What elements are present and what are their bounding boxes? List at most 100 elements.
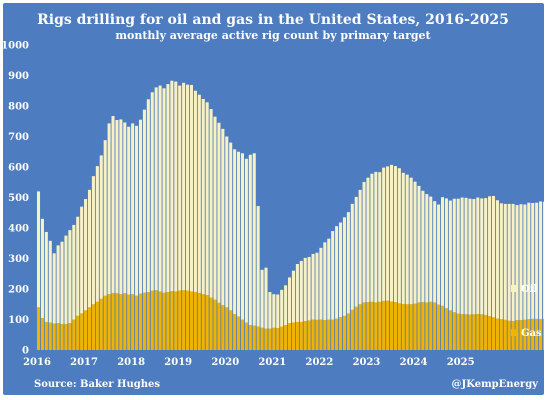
gas-bar bbox=[374, 302, 378, 350]
oil-bar bbox=[480, 198, 484, 315]
oil-bar bbox=[154, 87, 158, 291]
chart-subtitle: monthly average active rig count by prim… bbox=[115, 29, 431, 42]
oil-bar bbox=[448, 200, 452, 311]
oil-bar bbox=[350, 203, 354, 310]
x-tick-label: 2022 bbox=[306, 357, 334, 368]
oil-bar bbox=[229, 142, 233, 311]
gas-bar bbox=[217, 302, 221, 350]
oil-bar bbox=[433, 201, 437, 303]
oil-bar bbox=[138, 119, 143, 294]
oil-bar bbox=[162, 88, 166, 293]
gas-bar bbox=[174, 291, 178, 350]
gas-bar bbox=[138, 293, 143, 350]
oil-bar bbox=[209, 109, 213, 298]
y-tick-label: 400 bbox=[8, 224, 29, 235]
chart-title: Rigs drilling for oil and gas in the Uni… bbox=[37, 12, 509, 28]
gas-bar bbox=[186, 290, 190, 350]
gas-bar bbox=[417, 302, 421, 350]
gas-bar bbox=[237, 316, 241, 350]
oil-bar bbox=[499, 203, 503, 320]
gas-bar bbox=[350, 309, 354, 350]
gas-bar bbox=[162, 292, 166, 350]
oil-bar bbox=[237, 151, 241, 317]
y-tick-label: 100 bbox=[8, 315, 29, 326]
oil-bar bbox=[484, 198, 488, 315]
oil-bar bbox=[413, 181, 417, 304]
gas-bar bbox=[52, 323, 56, 350]
gas-bar bbox=[280, 326, 284, 350]
oil-bar bbox=[76, 216, 80, 316]
oil-bar bbox=[99, 155, 103, 299]
oil-bar bbox=[366, 177, 370, 303]
y-tick-label: 300 bbox=[8, 254, 29, 265]
oil-bar bbox=[444, 198, 448, 309]
oil-bar bbox=[307, 256, 311, 321]
oil-bar bbox=[221, 128, 225, 306]
gas-bar bbox=[539, 319, 543, 350]
oil-bar bbox=[186, 84, 190, 291]
y-tick-label: 900 bbox=[8, 71, 29, 82]
gas-bar bbox=[389, 301, 394, 350]
oil-bar bbox=[476, 197, 480, 315]
gas-bar bbox=[48, 322, 52, 350]
oil-bar bbox=[217, 122, 221, 303]
gas-bar bbox=[440, 305, 445, 350]
oil-bar bbox=[519, 204, 523, 321]
oil-bar bbox=[319, 247, 323, 320]
gas-bar bbox=[178, 290, 182, 350]
oil-bar bbox=[354, 196, 358, 307]
gas-bar bbox=[386, 300, 390, 350]
gas-bar bbox=[464, 314, 468, 350]
gas-bar bbox=[221, 305, 225, 350]
chart-frame: Rigs drilling for oil and gas in the Uni… bbox=[3, 3, 544, 395]
oil-bar bbox=[131, 123, 135, 295]
gas-bar bbox=[233, 314, 237, 350]
gas-bar bbox=[213, 299, 217, 350]
oil-bar bbox=[523, 204, 527, 320]
gas-bar bbox=[358, 304, 362, 350]
oil-bar bbox=[111, 116, 115, 293]
oil-bar bbox=[150, 92, 154, 291]
gas-bar bbox=[240, 319, 244, 350]
oil-bar bbox=[256, 206, 260, 327]
gas-bar bbox=[248, 324, 252, 350]
oil-bar bbox=[374, 171, 378, 303]
oil-bar bbox=[417, 185, 421, 303]
oil-bar bbox=[527, 202, 531, 320]
gas-bar bbox=[72, 319, 76, 350]
gas-bar bbox=[425, 302, 429, 350]
oil-bar bbox=[358, 189, 362, 305]
oil-bar bbox=[272, 294, 276, 328]
oil-bar bbox=[491, 195, 496, 318]
gas-bar bbox=[331, 319, 335, 350]
gas-bar bbox=[303, 321, 307, 350]
x-tick-label: 2019 bbox=[164, 357, 192, 368]
gas-bar bbox=[456, 313, 460, 350]
oil-bar bbox=[456, 198, 460, 314]
oil-bar bbox=[401, 172, 405, 304]
gas-bar bbox=[299, 321, 303, 350]
gas-bar bbox=[115, 293, 119, 350]
oil-bar bbox=[170, 80, 174, 292]
gas-bar bbox=[366, 302, 370, 350]
oil-bar bbox=[107, 123, 111, 295]
gas-bar bbox=[288, 323, 292, 350]
x-tick-label: 2020 bbox=[211, 357, 239, 368]
gas-bar bbox=[346, 313, 350, 350]
y-tick-label: 0 bbox=[22, 346, 29, 357]
oil-bar bbox=[382, 167, 386, 301]
oil-bar bbox=[36, 191, 41, 308]
legend: Oil Gas bbox=[511, 284, 542, 339]
oil-bar bbox=[146, 99, 150, 293]
gas-bar bbox=[76, 315, 80, 350]
gas-bar bbox=[260, 327, 264, 350]
gas-bar bbox=[146, 292, 150, 350]
gas-bar bbox=[354, 306, 358, 350]
x-tick-label: 2016 bbox=[23, 357, 51, 368]
oil-bar bbox=[197, 94, 201, 293]
oil-bar bbox=[425, 194, 429, 303]
oil-bar bbox=[115, 120, 119, 294]
gas-bar bbox=[535, 318, 539, 350]
gas-bar bbox=[495, 318, 499, 350]
gas-bar bbox=[91, 304, 95, 350]
